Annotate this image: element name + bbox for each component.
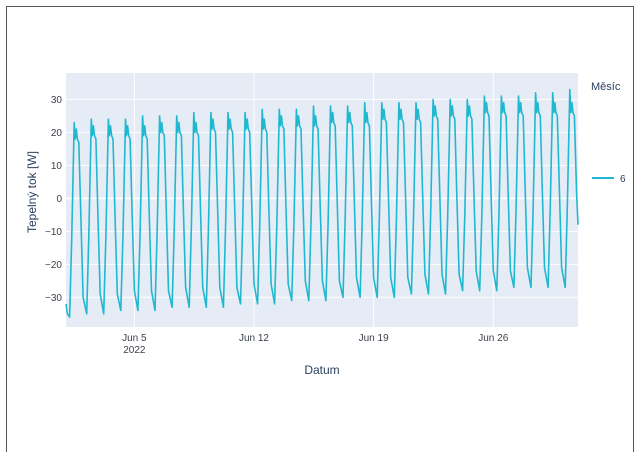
legend-title: Měsíc xyxy=(591,81,621,93)
series-line-6 xyxy=(65,88,579,318)
y-tick-label: −10 xyxy=(45,227,62,238)
x-tick-label: Jun 5 xyxy=(122,333,147,344)
y-tick-label: −20 xyxy=(45,260,62,271)
x-tick-label: Jun 26 xyxy=(478,333,508,344)
x-tick-label: Jun 19 xyxy=(359,333,389,344)
legend-item-6[interactable]: 6 xyxy=(592,174,626,185)
x-tick-label: Jun 12 xyxy=(239,333,269,344)
y-tick-label: 30 xyxy=(51,95,63,106)
y-tick-label: 0 xyxy=(56,194,62,205)
y-tick-label: 20 xyxy=(51,128,63,139)
y-tick-label: −30 xyxy=(45,293,62,304)
figure-frame xyxy=(6,6,634,452)
x-axis-title: Datum xyxy=(304,363,339,377)
y-tick-labels: 30 20 10 0 −10 −20 −30 xyxy=(45,95,62,304)
x-tick-sublabel: 2022 xyxy=(123,345,146,356)
y-tick-label: 10 xyxy=(51,161,63,172)
legend-label: 6 xyxy=(620,174,626,185)
y-axis-title: Tepelný tok [W] xyxy=(25,151,39,233)
